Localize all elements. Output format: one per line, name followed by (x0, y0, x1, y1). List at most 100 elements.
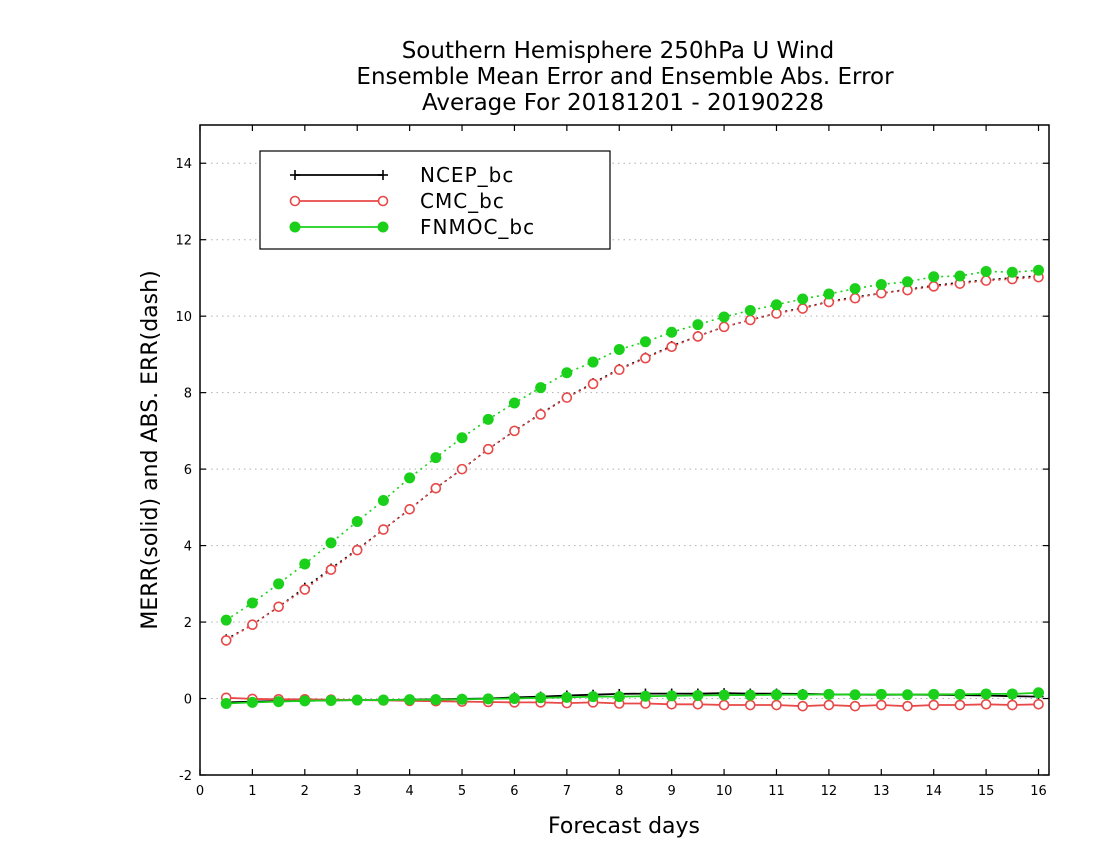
abs-err-point (456, 463, 468, 475)
abs-err-point (928, 271, 940, 283)
chart-title: Southern Hemisphere 250hPa U Wind Ensemb… (356, 38, 894, 116)
abs-err-point (718, 311, 730, 323)
series-cmc-bc (220, 271, 1044, 712)
merr-point (273, 696, 285, 708)
x-tick-label: 10 (716, 784, 733, 799)
merr-point (954, 699, 966, 711)
title-line-1: Southern Hemisphere 250hPa U Wind (402, 38, 835, 64)
legend-label: CMC_bc (420, 189, 505, 213)
legend-marker (289, 195, 301, 207)
merr-point (535, 692, 547, 704)
abs-err-point (980, 275, 992, 286)
merr-point (744, 699, 756, 711)
abs-err-point (299, 558, 311, 570)
merr-point (744, 689, 756, 701)
abs-err-point (220, 635, 232, 646)
abs-err-point (404, 503, 415, 515)
merr-point (902, 700, 913, 712)
x-axis-label: Forecast days (548, 814, 700, 839)
abs-err-point (770, 299, 782, 311)
x-tick-label: 3 (353, 784, 361, 799)
abs-err-point (535, 382, 547, 394)
abs-err-point (954, 270, 966, 282)
merr-point (666, 690, 678, 702)
merr-point (482, 693, 494, 705)
abs-err-point (299, 584, 311, 595)
merr-point (639, 690, 651, 702)
abs-err-point (404, 472, 416, 484)
abs-err-point (797, 293, 809, 305)
abs-err-point (692, 331, 704, 342)
merr-point (980, 698, 992, 710)
x-tick-label: 12 (821, 784, 838, 799)
abs-err-point (351, 544, 363, 556)
merr-point (246, 696, 258, 708)
merr-point (377, 694, 389, 706)
abs-err-point (1006, 266, 1018, 278)
x-axis: 0 1 2 3 4 5 6 7 8 9 10 11 12 13 14 15 16 (196, 125, 1047, 799)
abs-err-point (273, 601, 284, 613)
merr-point (849, 689, 861, 701)
grid-lines (200, 162, 1049, 700)
abs-err-point (613, 364, 625, 376)
merr-point (692, 689, 704, 701)
abs-err-point (430, 452, 442, 464)
x-tick-label: 7 (563, 784, 571, 799)
x-tick-label: 15 (978, 784, 995, 799)
y-tick-label: 12 (175, 234, 192, 249)
abs-err-point (771, 308, 782, 319)
merr-point (587, 691, 599, 703)
y-tick-label: 8 (184, 387, 192, 402)
title-line-3: Average For 20181201 - 20190228 (422, 90, 824, 116)
merr-point (1033, 687, 1045, 699)
legend-marker (289, 221, 301, 233)
abs-err-point (613, 343, 625, 355)
merr-point (980, 688, 992, 700)
abs-err-point (561, 367, 573, 379)
abs-err-point (535, 409, 546, 420)
merr-point (797, 700, 808, 712)
merr-point (954, 688, 966, 700)
merr-point (771, 699, 782, 711)
abs-err-point (246, 597, 258, 609)
x-tick-label: 16 (1030, 784, 1047, 799)
merr-point (404, 694, 416, 706)
title-line-2: Ensemble Mean Error and Ensemble Abs. Er… (356, 64, 894, 90)
series-fnmoc-bc (220, 264, 1045, 709)
merr-point (770, 689, 782, 701)
x-tick-label: 14 (925, 784, 942, 799)
y-tick-label: -2 (179, 769, 192, 784)
abs-err-point (508, 397, 520, 409)
y-tick-label: 10 (175, 310, 192, 325)
abs-err-point (325, 564, 337, 575)
abs-err-point (849, 292, 861, 304)
y-axis-label: MERR(solid) and ABS. ERR(dash) (138, 270, 163, 629)
merr-point (220, 698, 232, 709)
abs-err-line-ncep-bc (225, 275, 1039, 640)
plot-frame (199, 124, 1050, 776)
merr-point (1006, 688, 1018, 700)
y-tick-label: 14 (175, 157, 192, 172)
merr-point (299, 695, 311, 707)
x-tick-label: 13 (873, 784, 890, 799)
abs-err-point (928, 281, 940, 292)
merr-point (875, 699, 887, 711)
merr-point (718, 689, 730, 701)
plot-series (220, 264, 1045, 712)
abs-err-point (640, 352, 651, 364)
x-tick-label: 4 (405, 784, 413, 799)
abs-err-point (587, 356, 599, 368)
abs-err-point (220, 614, 232, 626)
merr-point (823, 688, 835, 700)
legend-marker (377, 195, 389, 207)
abs-err-point (456, 432, 468, 444)
y-axis: -2 0 2 4 6 8 10 12 14 (175, 157, 1049, 784)
legend-entry: NCEP_bc (290, 163, 513, 187)
x-tick-label: 6 (510, 784, 518, 799)
merr-point (692, 698, 704, 710)
x-tick-label: 11 (768, 784, 785, 799)
merr-point (928, 688, 940, 700)
x-tick-label: 1 (248, 784, 256, 799)
